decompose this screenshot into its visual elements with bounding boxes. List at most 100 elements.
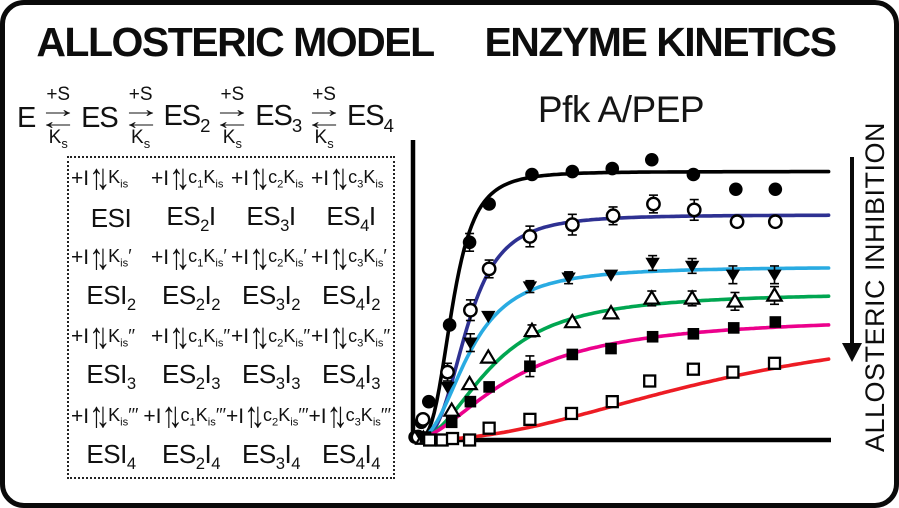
dissociation-constant-label: Ks [222,127,242,151]
inhibitor-binding-cell: +I ↑↓ c3Kis [311,160,391,196]
marker-triangle-up-open [683,289,702,305]
equilibrium-arrows-icon: → ← [211,98,253,136]
dissociation-constant-label: Ks [48,127,68,151]
complex-label: ES4I [326,200,376,236]
plus-inhibitor-label: +I [311,246,330,270]
binding-row: +I ↑↓ Kis′′′ +I ↑↓ c1Kis′′′ +I ↑↓ c2Kis′′′ +I ↑↓ c3… [71,397,391,437]
fit-curve-0 [412,169,831,442]
plus-inhibitor-label: +I [71,166,90,190]
marker-circle-filled [565,164,580,179]
species-ES4: ES4 [346,99,394,136]
fit-curve-4 [412,323,831,442]
marker-circle-filled [525,167,539,182]
inhibitor-binding-cell: +I ↑↓ c2Kis [231,160,311,196]
up-down-arrows-icon: ↑↓ [329,237,350,278]
marker-square-filled [483,381,495,393]
complex-label: ESI4 [86,438,136,473]
marker-square-filled [566,348,579,361]
complex-row: ESI2 ES2I2 ES3I2 ES4I2 [71,278,391,318]
marker-triangle-up-open [642,289,661,305]
plus-inhibitor-label: +I [308,404,327,428]
equilibrium-arrows-icon: → ← [37,98,79,136]
marker-triangle-down-filled [645,257,660,270]
marker-square-filled [687,328,700,340]
marker-circle-filled [729,182,743,197]
up-down-arrows-icon: ↑↓ [161,395,183,436]
marker-square-filled [646,330,659,343]
up-down-arrows-icon: ↑↓ [326,395,348,436]
marker-triangle-up-open [725,292,745,308]
equilibrium-step: +S → ← Ks [304,85,345,151]
plus-inhibitor-label: +I [71,325,90,349]
complex-label: ESI [90,202,132,233]
binding-constant-label: Kis′ [108,246,132,270]
marker-square-open [482,421,496,435]
substrate-binding-scheme: E +S → ← Ks ES +S → ← Ks ES2 +S → ← Ks [17,85,394,150]
plus-inhibitor-label: +I [231,246,250,270]
up-down-arrows-icon: ↑↓ [169,237,190,278]
up-down-arrows-icon: ↑↓ [89,316,110,357]
up-down-arrows-icon: ↑↓ [249,237,270,278]
up-down-arrows-icon: ↑↓ [89,158,110,199]
marker-circle-filled [605,161,620,176]
up-down-arrows-icon: ↑↓ [329,316,350,357]
up-down-arrows-icon: ↑↓ [169,316,190,357]
marker-square-filled [727,322,740,334]
marker-triangle-down-filled [522,281,538,294]
complex-row: ESI ES2I ES3I ES4I [71,199,391,239]
complex-label: ESI2 [86,280,136,315]
marker-circle-filled [686,167,701,182]
complex-label: ES2I3 [162,359,220,394]
marker-square-open [462,433,477,447]
fit-curve-2 [412,266,831,442]
marker-circle-open [564,217,580,233]
marker-circle-filled [442,318,457,332]
marker-circle-filled [422,394,436,409]
complex-label: ES3I3 [242,359,300,394]
complex-label: ES4I3 [322,359,380,394]
equilibrium-step: +S → ← Ks [38,85,79,151]
left-arrow-icon: ← [211,108,253,136]
allosteric-inhibition-label: ALLOSTERIC INHIBITION [860,121,890,453]
up-down-arrows-icon: ↑↓ [249,158,270,199]
plus-inhibitor-label: +I [231,166,250,190]
plus-inhibitor-label: +I [143,404,162,428]
marker-triangle-up-open [522,321,542,338]
marker-triangle-up-open [765,286,784,302]
complex-label: ES4I2 [322,280,380,315]
marker-square-open [605,394,619,409]
marker-square-filled [605,342,617,355]
marker-triangle-down-filled [440,381,455,394]
complex-label: ES2I2 [162,280,220,315]
complex-label: ESI3 [86,359,136,394]
marker-triangle-up-open [479,348,498,364]
binding-row: +I ↑↓ Kis +I ↑↓ c1Kis +I ↑↓ c2Kis +I ↑↓ c3Kis [71,159,391,199]
up-down-arrows-icon: ↑↓ [244,395,265,436]
inhibitor-binding-cell: +I ↑↓ Kis′′′ [71,398,143,434]
complex-label: ES2I [166,200,216,236]
inhibitor-binding-cell: +I ↑↓ Kis′ [71,239,151,275]
marker-square-open [523,412,537,427]
species-E: E [17,101,36,134]
binding-constant-label: c2Kis′′′ [263,404,309,429]
marker-triangle-down-filled [463,337,478,350]
marker-circle-filled [482,197,496,211]
marker-square-filled [524,360,536,373]
plus-inhibitor-label: +I [71,246,90,270]
marker-square-filled [769,316,782,328]
inhibitor-binding-cell: +I ↑↓ Kis′′ [71,319,151,355]
plus-inhibitor-label: +I [225,404,245,428]
up-down-arrows-icon: ↑↓ [89,237,110,278]
plus-inhibitor-label: +I [151,246,170,270]
inhibitor-binding-cell: +I ↑↓ c3Kis′′ [311,319,391,355]
plus-inhibitor-label: +I [151,325,170,349]
marker-square-open [686,362,701,376]
inhibitor-binding-cell: +I ↑↓ c2Kis′ [231,239,311,275]
forward-step-label: +S [128,84,153,106]
inhibitor-binding-cell: +I ↑↓ c1Kis [151,160,231,196]
left-arrow-icon: ← [37,108,79,136]
inhibitor-binding-cell: +I ↑↓ c1Kis′′′ [143,398,226,434]
left-arrow-icon: ← [303,108,345,136]
complex-label: ES4I4 [322,438,380,473]
